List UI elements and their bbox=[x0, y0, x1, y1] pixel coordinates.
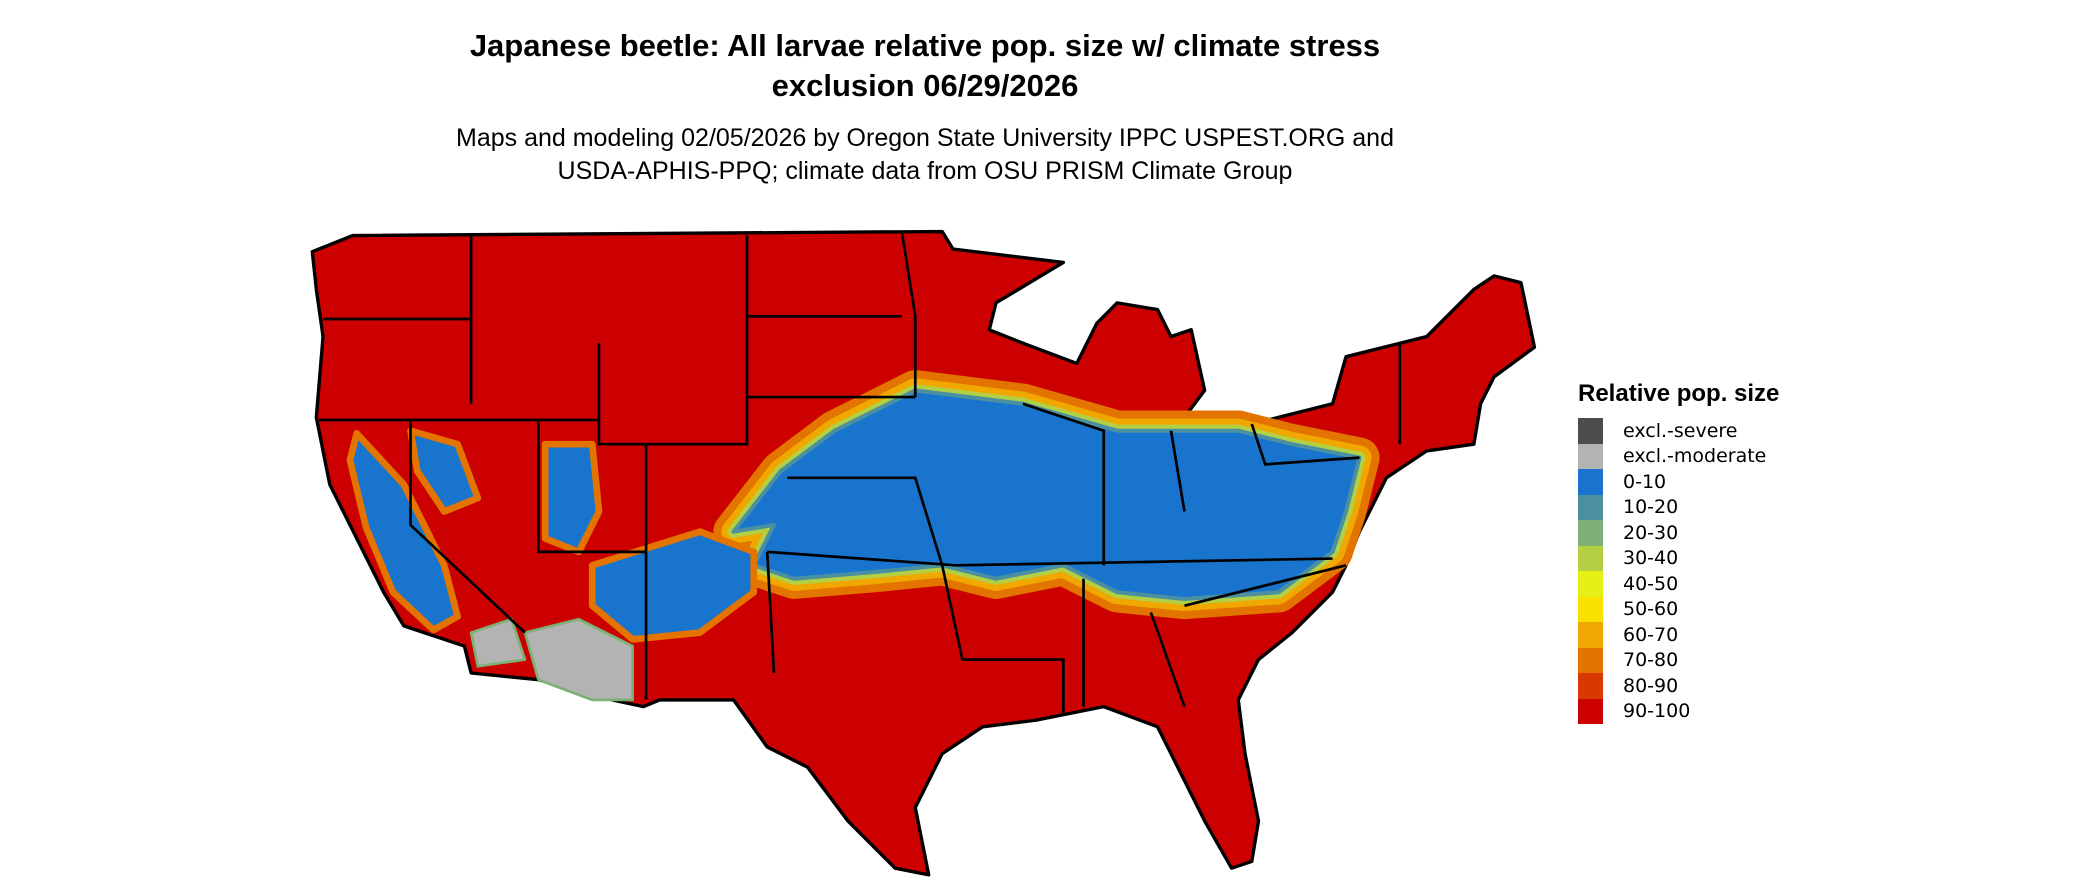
legend-item: 50-60 bbox=[1578, 596, 1779, 622]
title-line-1: Japanese beetle: All larvae relative pop… bbox=[469, 28, 1381, 63]
legend-item: 80-90 bbox=[1578, 673, 1779, 699]
legend-item: excl.-severe bbox=[1578, 418, 1779, 444]
legend-label: 30-40 bbox=[1623, 547, 1679, 570]
legend-item: 0-10 bbox=[1578, 469, 1779, 495]
legend-label: 70-80 bbox=[1623, 649, 1679, 672]
legend-label: 10-20 bbox=[1623, 496, 1679, 519]
map-subtitle: Maps and modeling 02/05/2026 by Oregon S… bbox=[0, 122, 1850, 188]
legend-item: 40-50 bbox=[1578, 571, 1779, 597]
legend-swatch bbox=[1578, 698, 1603, 724]
legend-item: 60-70 bbox=[1578, 622, 1779, 648]
legend-label: 90-100 bbox=[1623, 700, 1691, 723]
legend: Relative pop. size excl.-severe excl.-mod… bbox=[1578, 380, 1779, 724]
legend-label: 0-10 bbox=[1623, 470, 1667, 493]
legend-item: 20-30 bbox=[1578, 520, 1779, 546]
legend-label: 20-30 bbox=[1623, 521, 1679, 544]
legend-label: 40-50 bbox=[1623, 572, 1679, 595]
legend-label: 60-70 bbox=[1623, 623, 1679, 646]
legend-swatch bbox=[1578, 469, 1603, 495]
legend-label: 80-90 bbox=[1623, 674, 1679, 697]
legend-item: excl.-moderate bbox=[1578, 443, 1779, 469]
subtitle-line-1: Maps and modeling 02/05/2026 by Oregon S… bbox=[456, 124, 1394, 152]
legend-swatch bbox=[1578, 596, 1603, 622]
title-line-2: exclusion 06/29/2026 bbox=[771, 68, 1079, 103]
legend-swatch bbox=[1578, 520, 1603, 546]
map-title: Japanese beetle: All larvae relative pop… bbox=[0, 26, 1850, 106]
legend-swatch bbox=[1578, 647, 1603, 673]
legend-item: 30-40 bbox=[1578, 545, 1779, 571]
legend-swatch bbox=[1578, 571, 1603, 597]
low-suitability-band bbox=[346, 370, 1380, 702]
subtitle-line-2: USDA-APHIS-PPQ; climate data from OSU PR… bbox=[557, 157, 1293, 185]
legend-swatch bbox=[1578, 494, 1603, 520]
legend-swatch bbox=[1578, 443, 1603, 469]
legend-item: 70-80 bbox=[1578, 647, 1779, 673]
legend-title: Relative pop. size bbox=[1578, 380, 1780, 407]
legend-item: 10-20 bbox=[1578, 494, 1779, 520]
legend-label: excl.-severe bbox=[1623, 419, 1738, 442]
legend-swatch bbox=[1578, 673, 1603, 699]
legend-swatch bbox=[1578, 545, 1603, 571]
state-borders bbox=[319, 231, 1402, 714]
legend-swatch bbox=[1578, 622, 1603, 648]
legend-label: excl.-moderate bbox=[1623, 445, 1767, 468]
legend-swatch bbox=[1578, 418, 1603, 444]
legend-label: 50-60 bbox=[1623, 598, 1679, 621]
legend-items: excl.-severe excl.-moderate 0-10 10-20 20-30… bbox=[1578, 418, 1779, 724]
legend-item: 90-100 bbox=[1578, 698, 1779, 724]
